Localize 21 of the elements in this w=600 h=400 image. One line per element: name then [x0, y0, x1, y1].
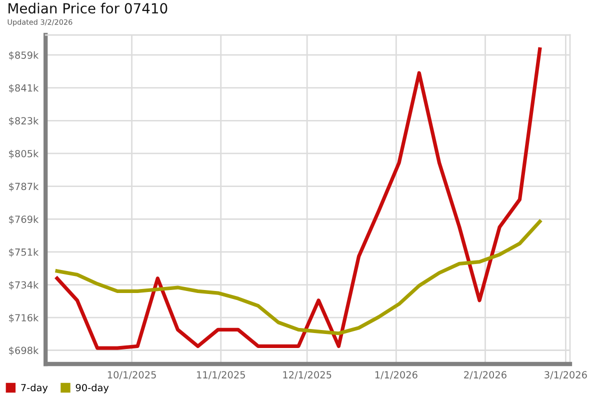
y-tick-label: $698k — [9, 346, 39, 356]
x-tick-label: 11/1/2025 — [197, 371, 245, 380]
y-tick-label: $787k — [9, 182, 39, 192]
x-tick-label: 1/1/2026 — [375, 371, 418, 380]
x-tick-label: 2/1/2026 — [464, 371, 506, 380]
y-tick-label: $751k — [9, 248, 39, 258]
legend-label: 90-day — [76, 384, 109, 394]
y-tick-label: $859k — [9, 51, 39, 60]
y-tick-label: $823k — [9, 116, 39, 126]
line-series — [55, 47, 542, 350]
y-tick-label: $734k — [9, 281, 39, 290]
legend-label: 7-day — [21, 384, 48, 394]
x-tick-label: 10/1/2025 — [108, 371, 156, 380]
x-tick-label: 3/1/2026 — [544, 371, 587, 380]
chart-title: Median Price for 07410 — [8, 2, 168, 14]
line-series — [55, 220, 542, 336]
y-tick-label: $716k — [9, 314, 39, 323]
y-tick-label: $841k — [9, 84, 39, 93]
x-tick-label: 12/1/2025 — [283, 371, 332, 380]
y-tick-label: $805k — [9, 150, 39, 159]
y-tick-label: $769k — [9, 215, 39, 224]
